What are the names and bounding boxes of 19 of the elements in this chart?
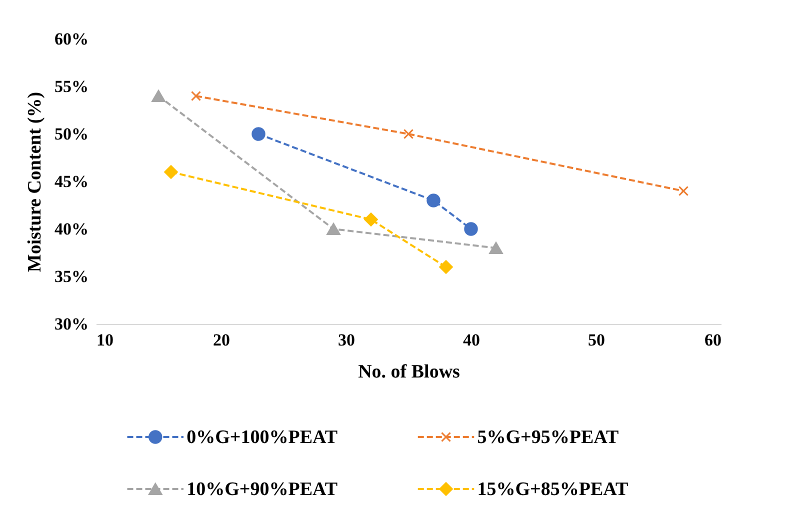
x-tick-label: 50 — [588, 330, 605, 350]
x-tick-label: 10 — [96, 330, 114, 350]
x-tick-label: 20 — [213, 330, 230, 350]
y-tick-label: 35% — [54, 267, 88, 286]
y-tick-label: 60% — [54, 30, 88, 48]
legend-label: 15%G+85%PEAT — [477, 479, 628, 500]
y-tick-label: 55% — [54, 77, 88, 96]
x-tick-label: 30 — [338, 330, 355, 350]
legend-label: 5%G+95%PEAT — [477, 427, 619, 448]
y-tick-label: 40% — [54, 220, 88, 238]
y-tick-label: 45% — [54, 172, 88, 191]
y-tick-label: 30% — [54, 314, 88, 334]
legend-label: 10%G+90%PEAT — [186, 479, 338, 500]
legend-label: 0%G+100%PEAT — [186, 427, 338, 448]
x-tick-label: 60 — [704, 330, 722, 350]
y-axis-title: Moisture Content (%) — [24, 92, 46, 272]
x-axis-title: No. of Blows — [358, 362, 460, 382]
x-tick-label: 40 — [463, 330, 480, 350]
y-tick-label: 50% — [54, 124, 88, 144]
